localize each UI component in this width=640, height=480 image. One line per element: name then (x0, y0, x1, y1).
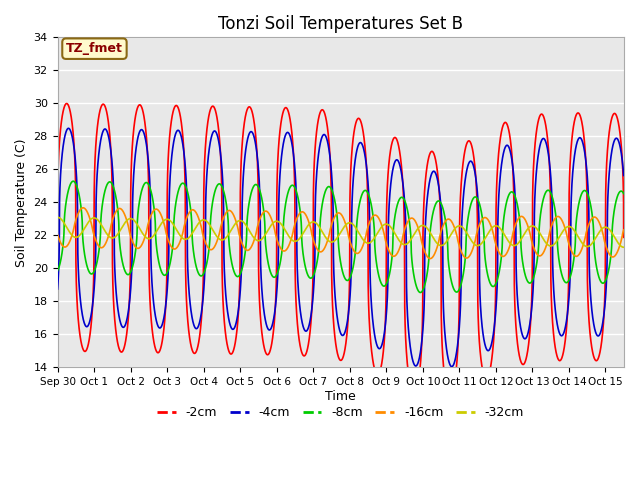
X-axis label: Time: Time (325, 390, 356, 403)
Title: Tonzi Soil Temperatures Set B: Tonzi Soil Temperatures Set B (218, 15, 463, 33)
Text: TZ_fmet: TZ_fmet (66, 42, 123, 55)
Legend: -2cm, -4cm, -8cm, -16cm, -32cm: -2cm, -4cm, -8cm, -16cm, -32cm (152, 401, 529, 424)
Y-axis label: Soil Temperature (C): Soil Temperature (C) (15, 138, 28, 266)
